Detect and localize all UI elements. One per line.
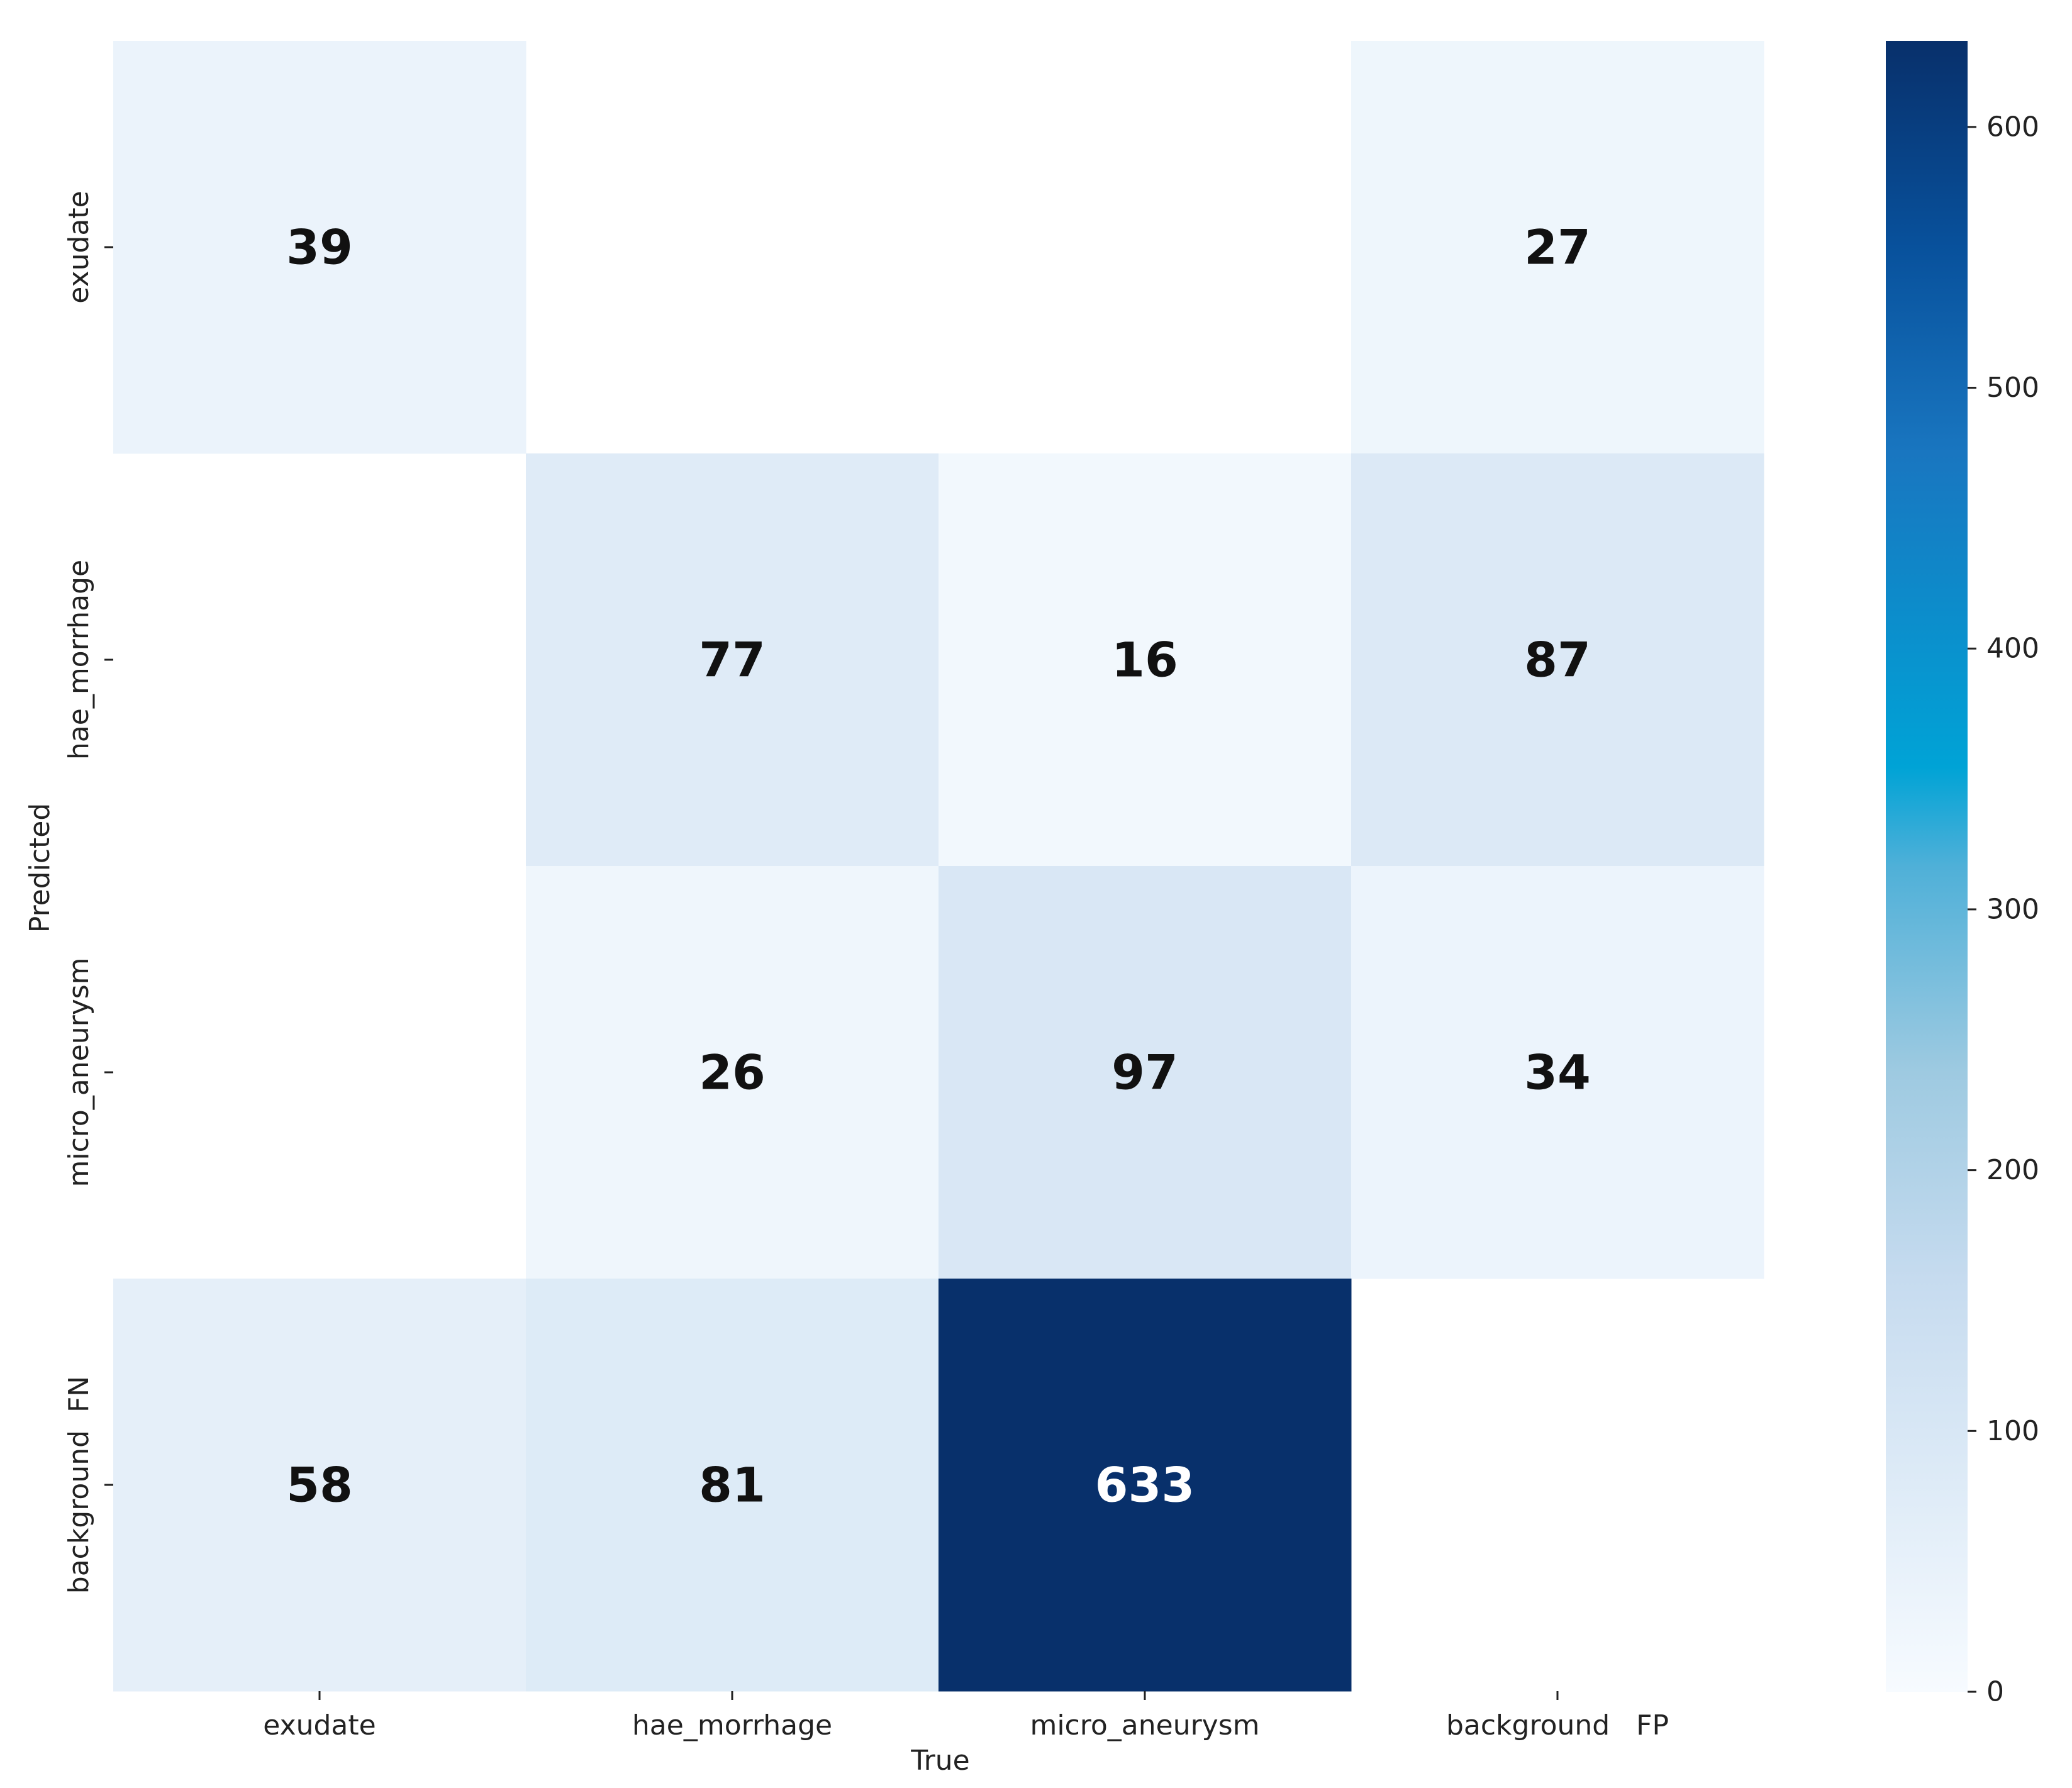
heatmap-cell-labels: 39 27 77 16 87 26 97 34 58 81 633 xyxy=(286,219,1591,1513)
colorbar-tick-label: 100 xyxy=(1986,1415,2039,1447)
heatmap-cell xyxy=(1351,866,1764,1279)
y-tick-label: micro_aneurysm xyxy=(63,957,95,1187)
heatmap-cell xyxy=(1351,453,1764,867)
colorbar-tick-label: 200 xyxy=(1986,1154,2039,1186)
heatmap-cell xyxy=(113,41,526,454)
colorbar-tick-label: 500 xyxy=(1986,372,2039,404)
y-axis-title: Predicted xyxy=(24,803,56,933)
heatmap-cell xyxy=(1351,41,1764,454)
heatmap-cell xyxy=(526,866,939,1279)
colorbar-tick-label: 0 xyxy=(1986,1676,2004,1708)
colorbar-tick-label: 400 xyxy=(1986,633,2039,665)
heatmap-cell xyxy=(526,453,939,867)
heatmap-cell-value: 16 xyxy=(1111,632,1178,688)
heatmap-cell xyxy=(526,1279,939,1692)
heatmap-cell xyxy=(939,453,1352,867)
y-tick-label: background FN xyxy=(63,1376,95,1594)
y-tick-label: hae_morrhage xyxy=(63,560,95,760)
colorbar: 0 100 200 300 400 500 600 xyxy=(1886,41,2039,1708)
heatmap-cell xyxy=(939,866,1352,1279)
x-tick-label: micro_aneurysm xyxy=(1030,1709,1259,1741)
heatmap-cell-value: 87 xyxy=(1524,632,1591,688)
heatmap-cell-value: 97 xyxy=(1111,1045,1178,1101)
x-tick-label: background FP xyxy=(1446,1709,1669,1741)
heatmap-cell-value: 39 xyxy=(286,219,353,275)
heatmap-cell-value: 26 xyxy=(699,1045,766,1101)
x-tick-label: hae_morrhage xyxy=(632,1709,832,1741)
colorbar-tick-label: 300 xyxy=(1986,893,2039,925)
heatmap-cell xyxy=(113,1279,526,1692)
x-tick-label: exudate xyxy=(263,1709,376,1741)
y-axis: exudate hae_morrhage micro_aneurysmbackgro… xyxy=(63,191,113,1594)
y-tick-label: exudate xyxy=(63,191,95,303)
x-axis-title: True xyxy=(910,1745,969,1777)
heatmap-cell-value: 58 xyxy=(286,1457,353,1513)
heatmap-cell-value: 81 xyxy=(699,1457,766,1513)
heatmap-cell-value: 34 xyxy=(1524,1045,1591,1101)
heatmap-cell-value: 27 xyxy=(1524,219,1591,275)
heatmap-cells xyxy=(113,41,1764,1692)
heatmap-cell xyxy=(939,1279,1352,1692)
heatmap-cell-value: 77 xyxy=(699,632,766,688)
x-axis: exudate hae_morrhage micro_aneurysm backgro… xyxy=(263,1691,1669,1741)
heatmap-cell-value: 633 xyxy=(1095,1457,1195,1513)
colorbar-tick-label: 600 xyxy=(1986,111,2039,143)
colorbar-gradient xyxy=(1886,41,1968,1692)
